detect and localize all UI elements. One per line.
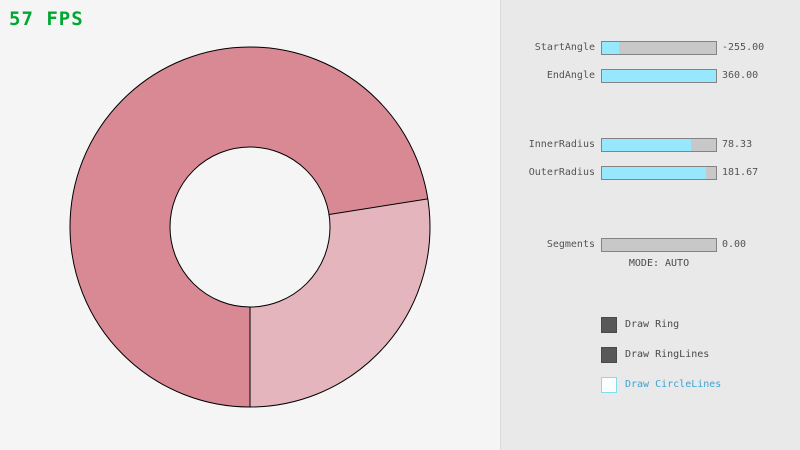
inner-radius-slider[interactable]: [601, 138, 717, 152]
slider-row-start-angle: StartAngle -255.00: [501, 41, 800, 55]
end-angle-slider-fill: [602, 70, 716, 82]
end-angle-slider[interactable]: [601, 69, 717, 83]
start-angle-value: -255.00: [722, 42, 765, 53]
segments-slider[interactable]: [601, 238, 717, 252]
draw-circlelines-label: Draw CircleLines: [625, 379, 722, 390]
end-angle-value: 360.00: [722, 70, 759, 81]
outer-radius-label: OuterRadius: [528, 167, 595, 178]
slider-row-outer-radius: OuterRadius 181.67: [501, 166, 800, 180]
control-panel: StartAngle -255.00 EndAngle 360.00 Inner…: [500, 0, 800, 450]
start-angle-slider-fill: [602, 42, 620, 54]
segments-label: Segments: [546, 239, 595, 250]
inner-radius-value: 78.33: [722, 139, 753, 150]
end-angle-label: EndAngle: [546, 70, 595, 81]
ring-overlap-section: [70, 47, 428, 407]
draw-ring-checkbox[interactable]: [601, 317, 617, 333]
start-angle-slider[interactable]: [601, 41, 717, 55]
outer-radius-slider-fill: [602, 167, 706, 179]
draw-ringlines-label: Draw RingLines: [625, 349, 710, 360]
ring-single-section: [250, 198, 431, 407]
ring-segment-divider-line: [328, 198, 428, 215]
ring-outline-circle: [169, 146, 331, 308]
draw-canvas: 57 FPS: [9, 8, 431, 408]
segments-mode-text: MODE: AUTO: [628, 258, 690, 269]
start-angle-label: StartAngle: [534, 42, 595, 53]
slider-row-end-angle: EndAngle 360.00: [501, 69, 800, 83]
slider-row-segments: Segments 0.00: [501, 238, 800, 252]
outer-radius-value: 181.67: [722, 167, 759, 178]
draw-circlelines-checkbox[interactable]: [601, 377, 617, 393]
inner-radius-label: InnerRadius: [528, 139, 595, 150]
inner-radius-slider-fill: [602, 139, 691, 151]
draw-ring-label: Draw Ring: [625, 319, 680, 330]
draw-ringlines-checkbox[interactable]: [601, 347, 617, 363]
outer-radius-slider[interactable]: [601, 166, 717, 180]
ring-chart: [69, 46, 431, 408]
slider-row-inner-radius: InnerRadius 78.33: [501, 138, 800, 152]
fps-counter: 57 FPS: [9, 8, 84, 30]
segments-value: 0.00: [722, 239, 747, 250]
